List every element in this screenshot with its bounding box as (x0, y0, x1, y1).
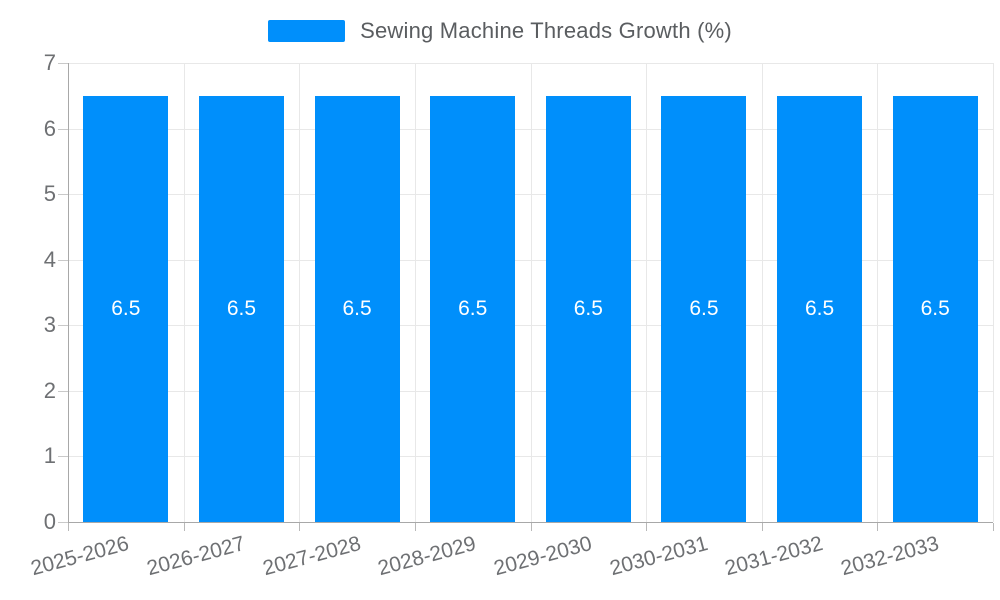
gridline-vertical (299, 63, 301, 522)
gridline-vertical (183, 63, 185, 522)
x-axis-tick (530, 523, 532, 531)
bar-value-label: 6.5 (920, 296, 950, 320)
y-axis-tick (58, 522, 68, 523)
x-axis-tick (877, 523, 879, 531)
bar[interactable]: 6.5 (198, 95, 284, 522)
y-axis-tick-label: 4 (43, 246, 56, 272)
legend-swatch (268, 20, 346, 42)
y-axis-tick-label: 0 (43, 509, 56, 534)
y-axis-tick (58, 63, 68, 64)
bar-value-label: 6.5 (226, 296, 257, 320)
y-axis-tick-label: 3 (43, 312, 56, 338)
y-axis-tick (58, 128, 68, 130)
bar-value-label: 6.5 (804, 296, 835, 320)
x-axis-tick (414, 523, 416, 531)
gridline-vertical (530, 63, 532, 522)
y-axis-tick (58, 456, 68, 458)
y-axis-tick (58, 390, 68, 392)
bar[interactable]: 6.5 (892, 95, 978, 522)
y-axis-tick-label: 5 (43, 181, 56, 207)
x-axis-label-text: 2032-2033 (838, 532, 942, 581)
y-axis-tick-label: 2 (43, 377, 56, 403)
y-axis-tick (58, 194, 68, 196)
bar-value-label: 6.5 (111, 296, 141, 320)
bar-value-label: 6.5 (458, 296, 488, 320)
x-axis-tick (761, 523, 763, 531)
x-axis-tick (646, 523, 648, 531)
y-axis-tick-label: 6 (43, 115, 56, 141)
plot-area: 6.5 6.5 6.5 6.5 6.5 6.5 6.5 6.5 (58, 63, 994, 531)
gridline-vertical (646, 63, 648, 522)
bar[interactable]: 6.5 (777, 95, 863, 522)
bar[interactable]: 6.5 (83, 95, 169, 522)
y-axis-tick-label: 7 (43, 50, 56, 75)
x-axis-tick (183, 523, 185, 531)
bar[interactable]: 6.5 (661, 95, 747, 522)
bar-value-label: 6.5 (573, 296, 603, 320)
x-axis-tick (68, 523, 69, 531)
x-axis-tick (993, 523, 994, 531)
bar[interactable]: 6.5 (430, 95, 516, 522)
bar-value-label: 6.5 (342, 296, 372, 320)
gridline-vertical (993, 63, 994, 522)
gridline-vertical (761, 63, 763, 522)
legend-label: Sewing Machine Threads Growth (%) (360, 18, 732, 43)
y-axis-tick (58, 259, 68, 261)
x-axis-line (68, 522, 993, 523)
legend[interactable]: Sewing Machine Threads Growth (%) (0, 18, 1000, 44)
y-axis-tick (58, 325, 68, 327)
y-axis-tick-label: 1 (43, 443, 56, 469)
bar[interactable]: 6.5 (545, 95, 631, 522)
bar[interactable]: 6.5 (314, 95, 400, 522)
gridline-vertical (877, 63, 879, 522)
gridline-vertical (414, 63, 416, 522)
x-axis-label: 2032-2033 (715, 532, 941, 580)
x-axis-tick (299, 523, 301, 531)
y-axis-line (68, 63, 69, 522)
bar-value-label: 6.5 (689, 296, 719, 320)
